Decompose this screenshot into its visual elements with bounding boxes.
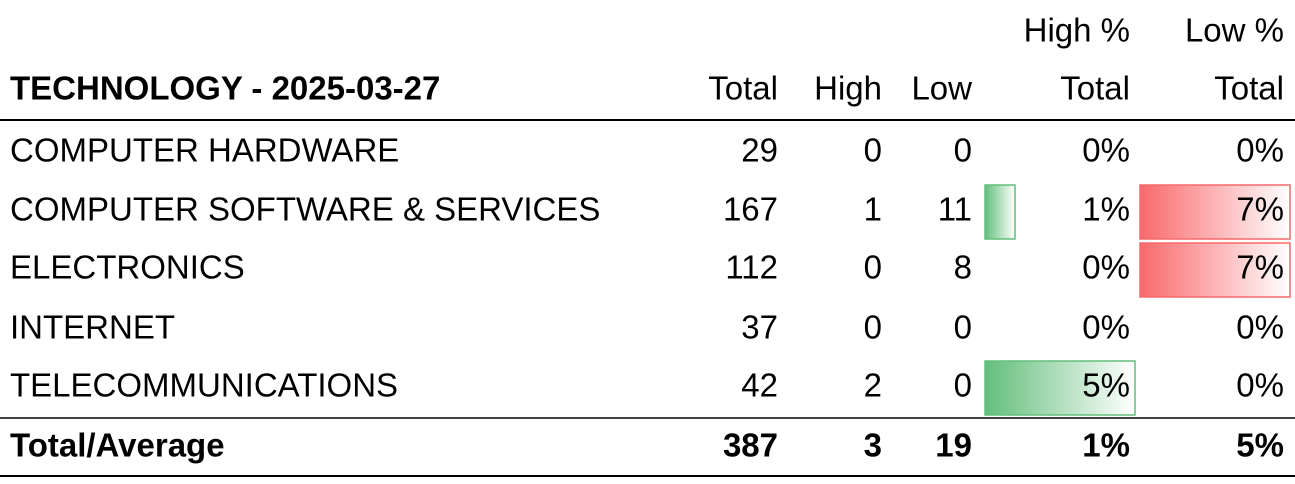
data-bar — [984, 360, 1136, 416]
column-header: Total — [1060, 70, 1130, 107]
row-label: COMPUTER SOFTWARE & SERVICES — [10, 191, 600, 228]
column-header: High % — [1024, 12, 1130, 49]
cell: 112 — [725, 249, 778, 286]
cell: 8 — [954, 249, 972, 286]
column-header: Total — [1214, 70, 1284, 107]
cell: 7% — [1236, 249, 1284, 286]
cell: 0 — [864, 309, 882, 346]
cell: 11 — [938, 191, 972, 228]
data-bar — [1139, 184, 1291, 240]
cell: 0 — [954, 132, 972, 169]
cell: 167 — [723, 191, 778, 228]
cell: 0 — [864, 132, 882, 169]
cell: 0% — [1082, 132, 1130, 169]
column-header: Low — [911, 70, 972, 107]
cell: 5% — [1082, 367, 1130, 404]
cell: 0 — [954, 309, 972, 346]
row-label: TELECOMMUNICATIONS — [10, 367, 398, 404]
row-label: ELECTRONICS — [10, 249, 245, 286]
cell: 1 — [864, 191, 882, 228]
cell: 2 — [864, 367, 882, 404]
total-cell: 1% — [1082, 427, 1130, 464]
cell: 0 — [864, 249, 882, 286]
total-cell: 3 — [864, 427, 882, 464]
cell: 29 — [741, 132, 778, 169]
data-bar — [984, 184, 1016, 240]
cell: 0% — [1082, 249, 1130, 286]
cell: 7% — [1236, 191, 1284, 228]
cell: 0 — [954, 367, 972, 404]
column-header: Total — [708, 70, 778, 107]
table-title: TECHNOLOGY - 2025-03-27 — [10, 70, 440, 107]
data-bar — [1139, 242, 1291, 298]
total-cell: 19 — [935, 427, 972, 464]
row-label: INTERNET — [10, 309, 175, 346]
cell: 0% — [1236, 367, 1284, 404]
row-label: COMPUTER HARDWARE — [10, 132, 399, 169]
cell: 1% — [1082, 191, 1130, 228]
cell: 0% — [1236, 132, 1284, 169]
total-label: Total/Average — [10, 427, 225, 464]
cell: 0% — [1236, 309, 1284, 346]
column-header: High — [814, 70, 882, 107]
total-cell: 387 — [723, 427, 778, 464]
cell: 37 — [741, 309, 778, 346]
column-header: Low % — [1185, 12, 1284, 49]
cell: 42 — [741, 367, 778, 404]
cell: 0% — [1082, 309, 1130, 346]
total-cell: 5% — [1236, 427, 1284, 464]
